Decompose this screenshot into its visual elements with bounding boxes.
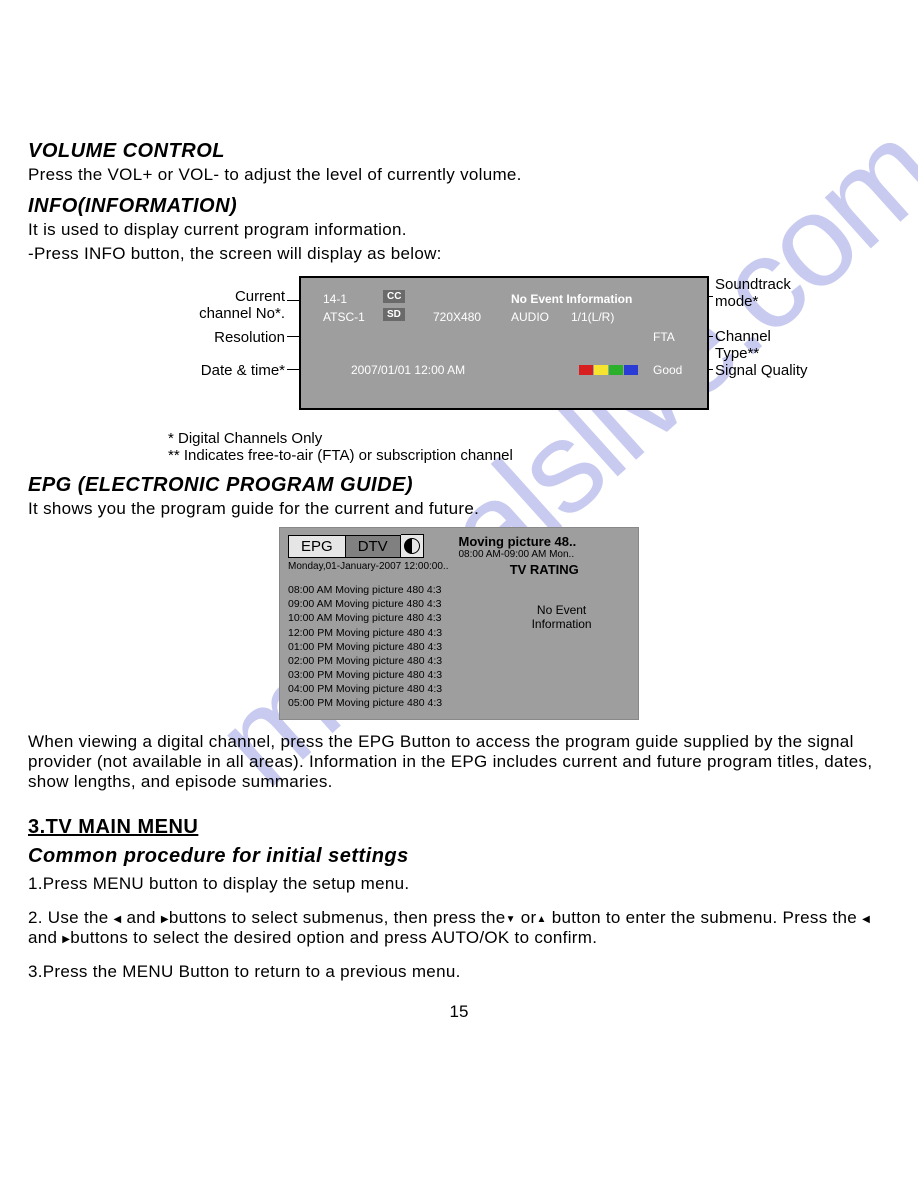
info-audio-label: AUDIO — [511, 310, 549, 324]
label-resolution: Resolution — [109, 329, 285, 346]
contrast-icon — [401, 534, 424, 558]
info-fta: FTA — [653, 330, 675, 344]
footnote-1: * Digital Channels Only — [168, 430, 890, 447]
epg-intro: It shows you the program guide for the c… — [28, 499, 890, 519]
step2-a: 2. Use the — [28, 908, 114, 927]
epg-panel: EPG DTV Monday,01-January-2007 12:00:00.… — [279, 527, 639, 720]
left-triangle-icon: ◀ — [114, 914, 122, 925]
epg-title: EPG (ELECTRONIC PROGRAM GUIDE) — [28, 474, 890, 497]
epg-list-item: 09:00 AM Moving picture 480 4:3 — [288, 597, 493, 611]
epg-list-item: 01:00 PM Moving picture 480 4:3 — [288, 640, 493, 654]
epg-list-item: 12:00 PM Moving picture 480 4:3 — [288, 626, 493, 640]
epg-noevent: No Event Information — [493, 583, 630, 711]
mainmenu-sub: Common procedure for initial settings — [28, 845, 890, 868]
label-soundtrack: Soundtrackmode* — [715, 276, 791, 310]
info-datetime: 2007/01/01 12:00 AM — [351, 363, 465, 377]
up-triangle-icon: ▲ — [537, 914, 547, 925]
label-signal-quality: Signal Quality — [715, 362, 808, 379]
step1: 1.Press MENU button to display the setup… — [28, 874, 890, 894]
info-noevent: No Event Information — [511, 292, 632, 306]
epg-paragraph: When viewing a digital channel, press th… — [28, 732, 890, 792]
step2-g: buttons to select the desired option and… — [70, 928, 597, 947]
signal-bar-green — [609, 365, 623, 375]
right-triangle-icon: ▶ — [161, 914, 169, 925]
info-diagram: Currentchannel No*. Resolution Date & ti… — [109, 276, 809, 426]
info-line1: It is used to display current program in… — [28, 220, 890, 240]
epg-list: 08:00 AM Moving picture 480 4:309:00 AM … — [288, 583, 493, 711]
footnote-2: ** Indicates free-to-air (FTA) or subscr… — [168, 447, 890, 464]
step2-d: or — [516, 908, 537, 927]
volume-title: VOLUME CONTROL — [28, 140, 890, 163]
epg-list-item: 10:00 AM Moving picture 480 4:3 — [288, 611, 493, 625]
label-channel-no: Currentchannel No*. — [109, 288, 285, 322]
epg-noevent-1: No Event — [493, 603, 630, 617]
down-triangle-icon: ▼ — [506, 914, 516, 925]
info-line2: -Press INFO button, the screen will disp… — [28, 244, 890, 264]
signal-bar-blue — [624, 365, 638, 375]
info-panel: 14-1 ATSC-1 CC SD 720X480 No Event Infor… — [299, 276, 709, 410]
epg-badge: EPG — [288, 535, 346, 558]
page-number: 15 — [28, 1002, 890, 1022]
info-good: Good — [653, 363, 682, 377]
step2-b: and — [122, 908, 161, 927]
info-resolution: 720X480 — [433, 310, 481, 324]
signal-bar-yellow — [594, 365, 608, 375]
signal-bar-red — [579, 365, 593, 375]
mainmenu-heading: 3.TV MAIN MENU — [28, 816, 890, 839]
info-channel-no: 14-1 — [323, 292, 347, 306]
sd-badge: SD — [383, 308, 405, 321]
dtv-badge: DTV — [346, 535, 401, 558]
signal-bars — [579, 364, 639, 378]
epg-diagram: EPG DTV Monday,01-January-2007 12:00:00.… — [279, 527, 639, 720]
step2-e: button to enter the submenu. Press the — [547, 908, 862, 927]
step2-f: and — [28, 928, 62, 947]
step3: 3.Press the MENU Button to return to a p… — [28, 962, 890, 982]
epg-noevent-2: Information — [493, 617, 630, 631]
volume-text: Press the VOL+ or VOL- to adjust the lev… — [28, 165, 890, 185]
epg-rating: TV RATING — [458, 562, 630, 577]
epg-list-item: 05:00 PM Moving picture 480 4:3 — [288, 696, 493, 710]
cc-badge: CC — [383, 290, 405, 303]
step2-c: buttons to select submenus, then press t… — [169, 908, 506, 927]
epg-list-item: 04:00 PM Moving picture 480 4:3 — [288, 682, 493, 696]
epg-date: Monday,01-January-2007 12:00:00.. — [288, 561, 448, 572]
left-triangle-icon-2: ◀ — [862, 914, 870, 925]
epg-list-item: 02:00 PM Moving picture 480 4:3 — [288, 654, 493, 668]
step2: 2. Use the ◀ and ▶buttons to select subm… — [28, 908, 890, 948]
epg-list-item: 03:00 PM Moving picture 480 4:3 — [288, 668, 493, 682]
label-datetime: Date & time* — [109, 362, 285, 379]
label-channel-type: Channel Type** — [715, 328, 809, 362]
epg-list-item: 08:00 AM Moving picture 480 4:3 — [288, 583, 493, 597]
info-atsc: ATSC-1 — [323, 310, 365, 324]
epg-right-title: Moving picture 48.. — [458, 534, 630, 549]
info-title: INFO(INFORMATION) — [28, 195, 890, 218]
info-audio-val: 1/1(L/R) — [571, 310, 614, 324]
epg-right-sub: 08:00 AM-09:00 AM Mon.. — [458, 549, 630, 560]
